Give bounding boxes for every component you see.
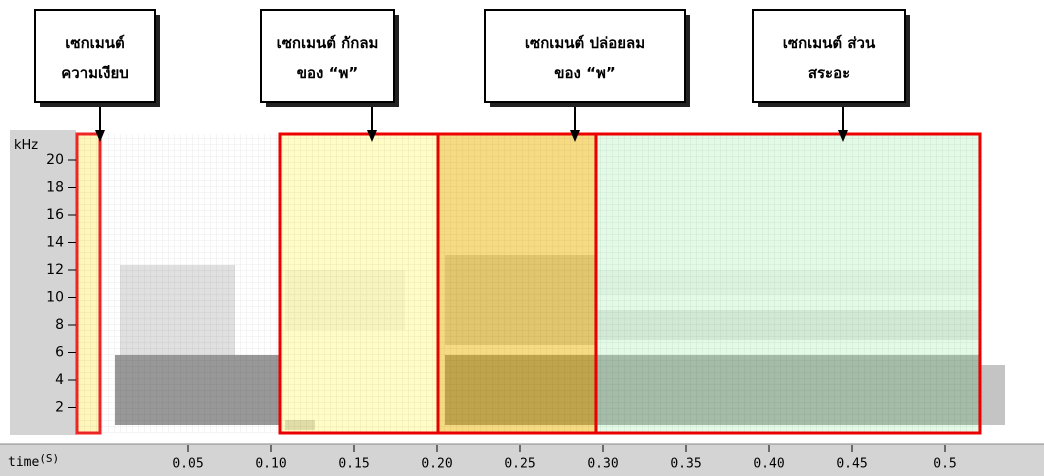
label-box: [753, 10, 905, 102]
label-line: ของ “พ”: [554, 64, 615, 82]
y-tick-label: 16: [46, 207, 64, 223]
x-tick-label: 0.40: [753, 457, 784, 472]
y-unit: kHz: [14, 138, 38, 153]
grid-texture: [77, 134, 980, 433]
y-tick-label: 12: [46, 262, 64, 278]
x-tick-label: 0.5: [933, 457, 956, 472]
label-box: [35, 10, 155, 102]
time-label-text: time: [8, 455, 39, 470]
axis-panel: [10, 130, 76, 435]
x-tick-label: 0.20: [421, 457, 452, 472]
x-tick-label: 0.35: [670, 457, 701, 472]
y-tick-label: 4: [55, 372, 64, 388]
y-tick-label: 14: [46, 235, 64, 251]
x-tick-label: 0.25: [504, 457, 535, 472]
label-line: ของ “พ”: [297, 64, 358, 82]
label-box: [261, 10, 394, 102]
label-line: สระอะ: [808, 64, 850, 82]
y-tick-label: 18: [46, 180, 64, 196]
label-line: เซกเมนต์ ปล่อยลม: [525, 34, 645, 52]
y-tick-label: 2: [55, 400, 64, 416]
x-tick-label: 0.15: [338, 457, 369, 472]
y-tick-label: 20: [46, 152, 64, 168]
y-tick-label: 10: [46, 290, 64, 306]
y-tick-label: 8: [55, 317, 64, 333]
x-tick-label: 0.05: [172, 457, 203, 472]
y-tick-label: 6: [55, 345, 64, 361]
time-unit: (S): [39, 452, 59, 465]
label-box: [485, 10, 685, 102]
label-line: เซกเมนต์ ส่วน: [783, 34, 876, 52]
label-line: ความเงียบ: [61, 64, 129, 82]
label-line: เซกเมนต์: [65, 34, 124, 52]
screenshot: time(S) kHz เซกเมนต์ความเงียบ เซกเมนต์ กั…: [0, 0, 1044, 476]
x-tick-label: 0.30: [587, 457, 618, 472]
label-line: เซกเมนต์ กักลม: [277, 34, 379, 52]
x-tick-label: 0.45: [836, 457, 867, 472]
x-tick-label: 0.10: [255, 457, 286, 472]
